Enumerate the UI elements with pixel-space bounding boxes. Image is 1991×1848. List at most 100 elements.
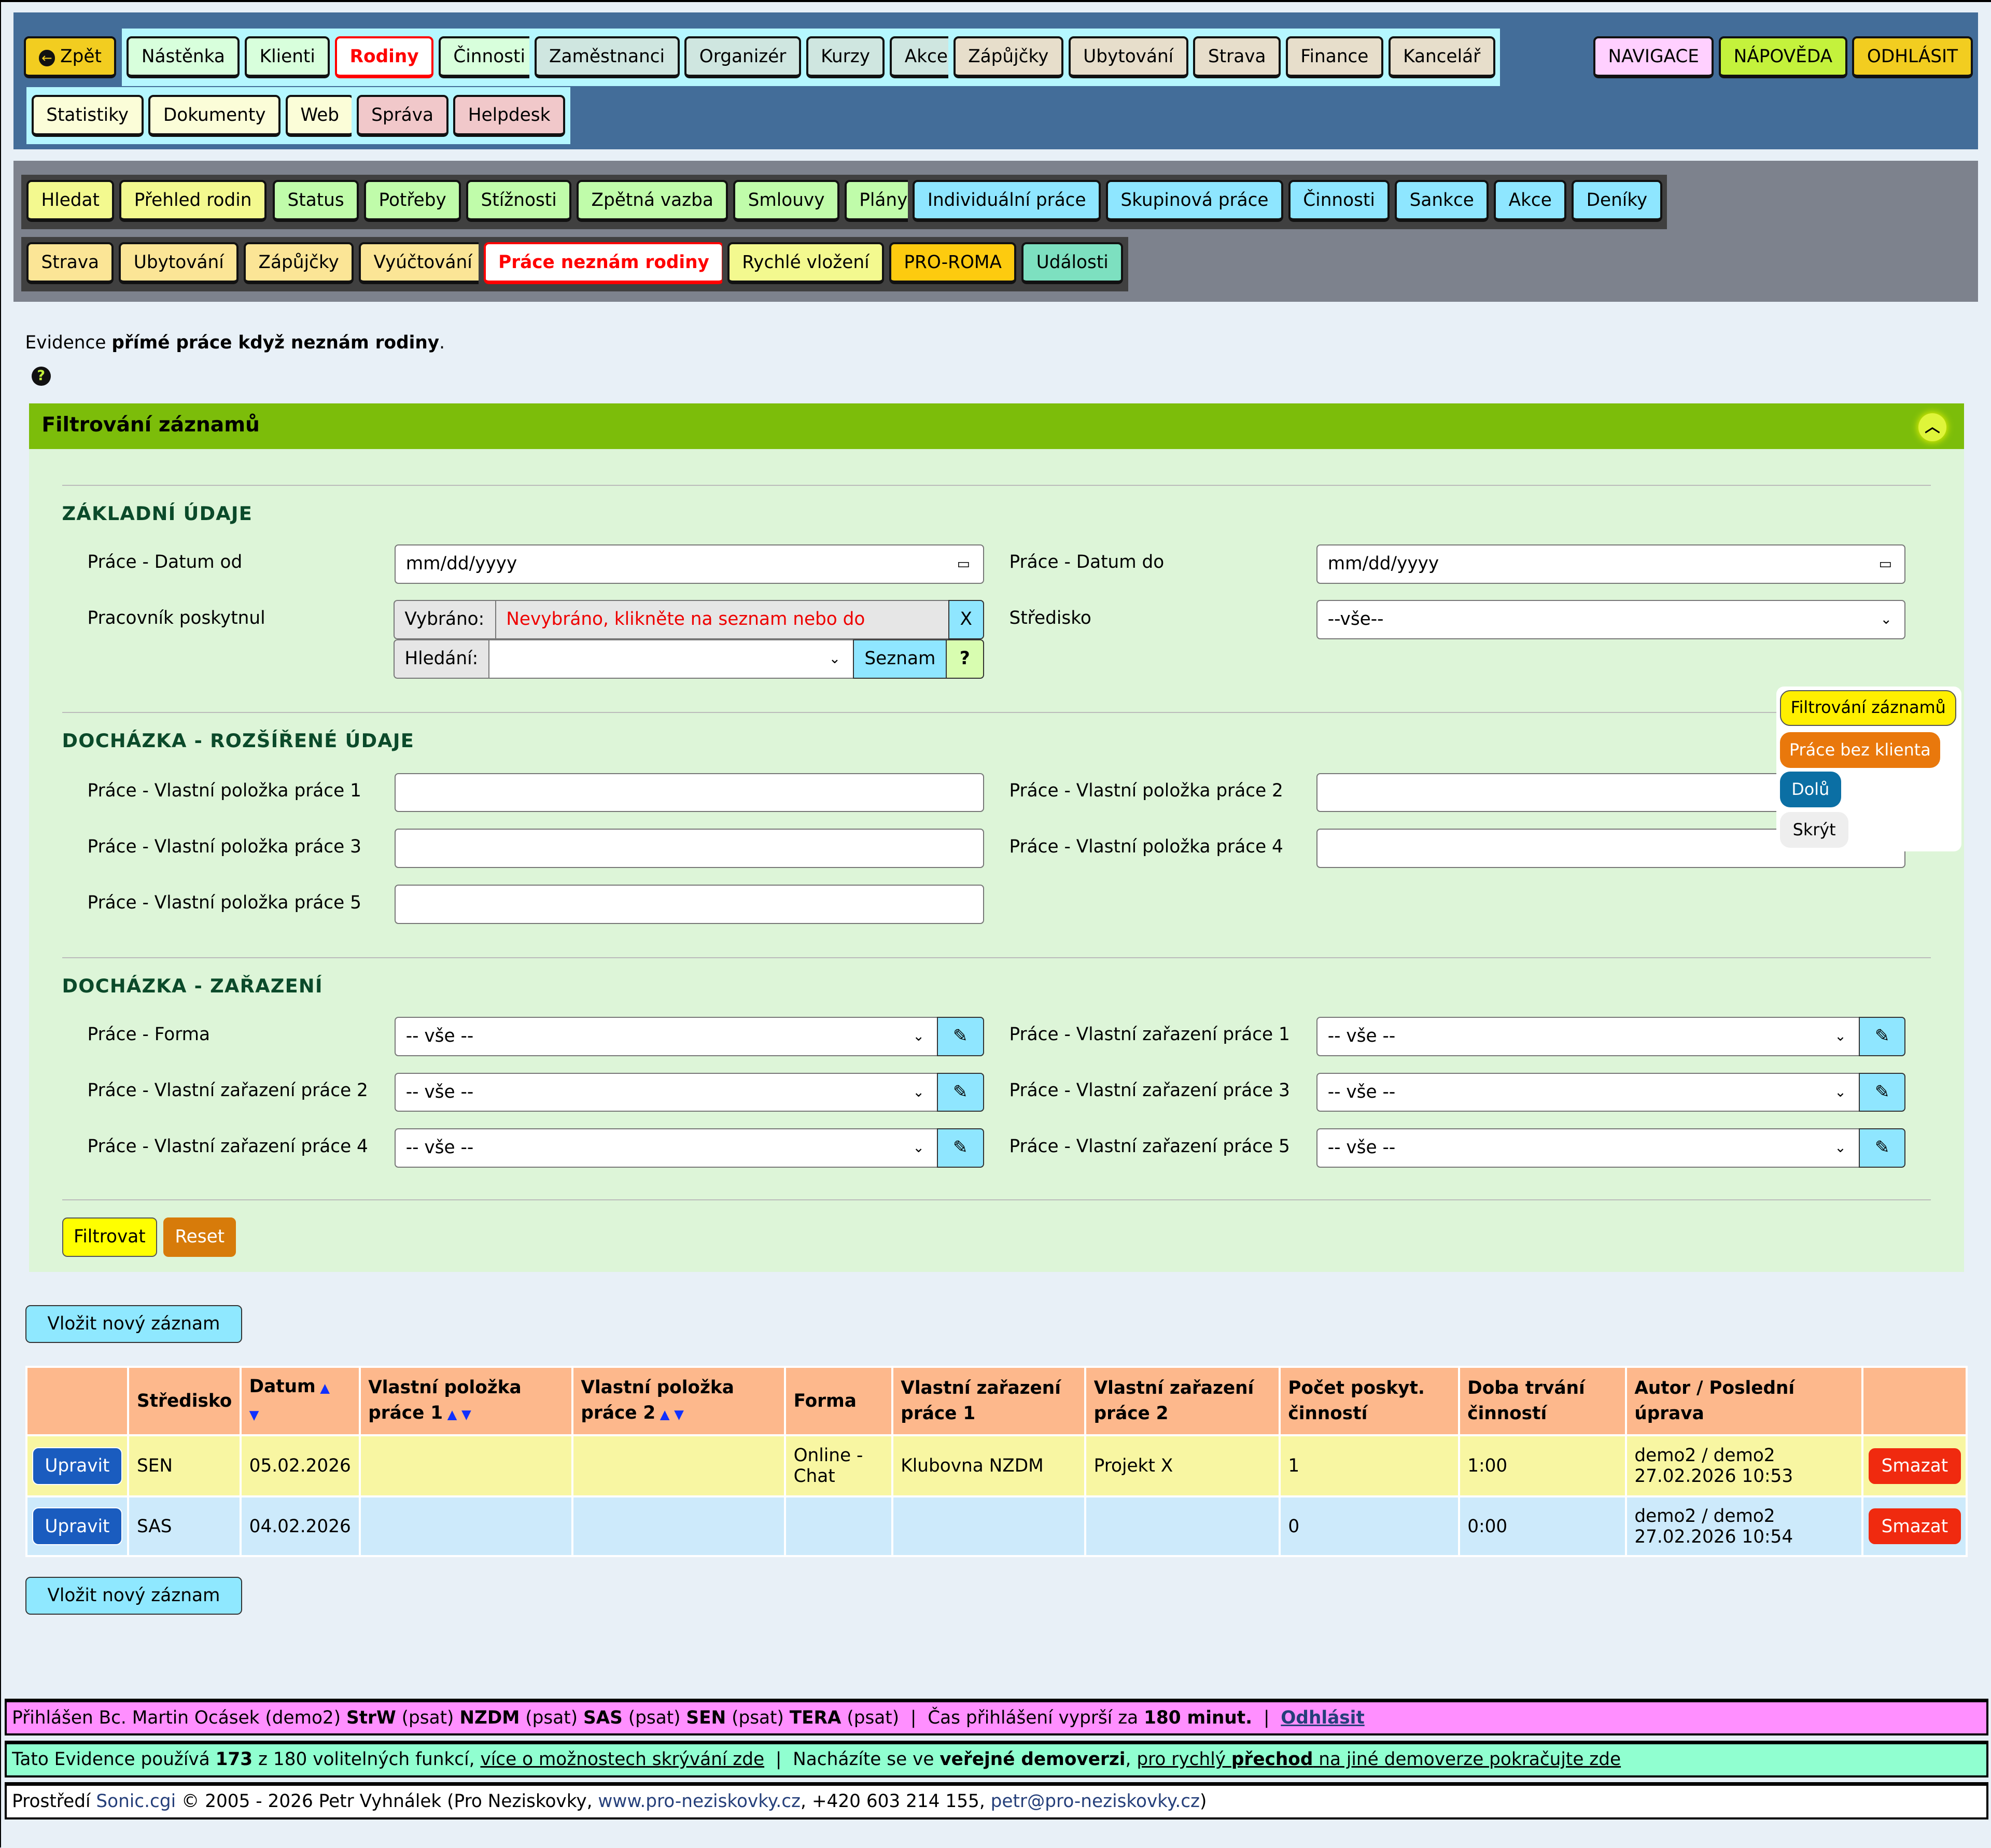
nav-kurzy[interactable]: Kurzy — [806, 36, 885, 78]
subnav-stiznosti[interactable]: Stížnosti — [466, 179, 572, 222]
column-header[interactable]: Vlastní položka práce 1 ▲ ▼ — [358, 1366, 573, 1437]
classification-select-2[interactable]: -- vše -- ⌄ — [395, 1072, 938, 1112]
edit-classification-icon[interactable]: ✎ — [1858, 1072, 1906, 1112]
edit-button[interactable]: Upravit — [32, 1507, 122, 1546]
float-hide-button[interactable]: Skrýt — [1780, 812, 1849, 848]
logout-link[interactable]: Odhlásit — [1281, 1707, 1365, 1728]
subnav-rychle-vlozeni[interactable]: Rychlé vložení — [727, 242, 885, 284]
nav-web[interactable]: Web — [285, 94, 354, 137]
classification-select-4[interactable]: -- vše -- ⌄ — [395, 1128, 938, 1168]
subnav-pro-roma[interactable]: PRO-ROMA — [889, 242, 1017, 284]
nav-dokumenty[interactable]: Dokumenty — [148, 94, 281, 137]
center-select[interactable]: --vše-- ⌄ — [1316, 600, 1906, 640]
subnav-cinnosti[interactable]: Činnosti — [1288, 179, 1390, 222]
table-cell: 0:00 — [1457, 1495, 1627, 1558]
custom-item-input-5[interactable] — [395, 885, 984, 924]
nav-ubytovani[interactable]: Ubytování — [1068, 36, 1188, 78]
subnav-hledat[interactable]: Hledat — [26, 179, 115, 222]
nav-klienti[interactable]: Klienti — [245, 36, 330, 78]
nav-kancelar[interactable]: Kancelář — [1388, 36, 1495, 78]
filter-submit-button[interactable]: Filtrovat — [62, 1217, 158, 1257]
nav-helpdesk[interactable]: Helpdesk — [453, 94, 565, 137]
nav-strava[interactable]: Strava — [1193, 36, 1281, 78]
sort-desc-icon[interactable]: ▼ — [249, 1407, 259, 1423]
nav-zapujcky[interactable]: Zápůjčky — [953, 36, 1063, 78]
demo-switch-link[interactable]: pro rychlý přechod na jiné demoverze pok… — [1137, 1749, 1621, 1770]
nav-nastenka[interactable]: Nástěnka — [127, 36, 240, 78]
float-no-client-button[interactable]: Práce bez klienta — [1780, 732, 1940, 768]
list-button[interactable]: Seznam — [853, 639, 947, 679]
new-record-button[interactable]: Vložit nový záznam — [25, 1305, 243, 1343]
filter-header[interactable]: Filtrování záznamů ︿ — [29, 403, 1965, 450]
nav-napoveda[interactable]: NÁPOVĚDA — [1719, 36, 1847, 78]
nav-statistiky[interactable]: Statistiky — [31, 94, 144, 137]
help-button[interactable]: ? — [946, 639, 984, 679]
filter-reset-button[interactable]: Reset — [163, 1217, 236, 1257]
nav-label: Správa — [371, 104, 434, 125]
date-from-input[interactable]: mm/dd/yyyy ▭ — [395, 544, 984, 584]
new-record-button-bottom[interactable]: Vložit nový záznam — [25, 1576, 243, 1615]
nav-sprava[interactable]: Správa — [356, 94, 448, 137]
nav-finance[interactable]: Finance — [1285, 36, 1383, 78]
clear-worker-button[interactable]: X — [948, 600, 984, 640]
nav-rodiny[interactable]: Rodiny — [335, 36, 434, 78]
delete-button[interactable]: Smazat — [1869, 1448, 1961, 1484]
edit-classification-icon[interactable]: ✎ — [936, 1016, 984, 1056]
date-to-input[interactable]: mm/dd/yyyy ▭ — [1316, 544, 1906, 584]
subnav-group: Hledat Přehled rodin — [21, 175, 272, 230]
custom-item-input-3[interactable] — [395, 829, 984, 869]
nav-zpet[interactable]: ← Zpět — [24, 36, 117, 78]
edit-classification-icon[interactable]: ✎ — [1858, 1128, 1906, 1168]
column-header[interactable]: Vlastní položka práce 2 ▲ ▼ — [571, 1366, 786, 1437]
subnav-zapujcky[interactable]: Zápůjčky — [244, 242, 354, 284]
subnav-smlouvy[interactable]: Smlouvy — [733, 179, 839, 222]
subnav-vyuctovani[interactable]: Vyúčtování — [359, 242, 487, 284]
sort-icons[interactable]: ▲ ▼ — [655, 1406, 684, 1422]
sonic-link[interactable]: Sonic.cgi — [96, 1791, 176, 1812]
subnav-prace-neznam-rodiny[interactable]: Práce neznám rodiny — [483, 242, 724, 284]
edit-button[interactable]: Upravit — [32, 1447, 122, 1485]
subnav-prehled-rodin[interactable]: Přehled rodin — [119, 179, 267, 222]
chevron-down-icon: ⌄ — [1880, 611, 1892, 628]
edit-classification-icon[interactable]: ✎ — [1858, 1016, 1906, 1056]
table-cell: SEN — [127, 1434, 242, 1497]
worker-search-select[interactable]: ⌄ — [488, 639, 854, 679]
edit-classification-icon[interactable]: ✎ — [936, 1072, 984, 1112]
collapse-icon[interactable]: ︿ — [1918, 413, 1946, 442]
custom-item-input-1[interactable] — [395, 773, 984, 813]
float-down-button[interactable]: Dolů — [1780, 772, 1841, 807]
subnav-ubytovani[interactable]: Ubytování — [119, 242, 239, 284]
subnav-deniky[interactable]: Deníky — [1572, 179, 1662, 222]
classification-select-3[interactable]: -- vše -- ⌄ — [1316, 1072, 1860, 1112]
column-header[interactable]: Datum ▲ ▼ — [239, 1366, 361, 1437]
sort-asc-icon[interactable]: ▲ — [315, 1380, 330, 1396]
hiding-info-link[interactable]: více o možnostech skrývání zde — [480, 1749, 765, 1770]
nav-cinnosti[interactable]: Činnosti — [438, 36, 540, 78]
help-icon[interactable]: ? — [31, 366, 51, 386]
float-filter-button[interactable]: Filtrování záznamů — [1780, 690, 1957, 726]
nav-organizer[interactable]: Organizér — [684, 36, 801, 78]
sort-icons[interactable]: ▲ ▼ — [443, 1406, 471, 1422]
calendar-icon[interactable]: ▭ — [1878, 555, 1892, 572]
nav-odhlasit[interactable]: ODHLÁSIT — [1852, 36, 1973, 78]
subnav-udalosti[interactable]: Události — [1021, 242, 1124, 284]
subnav-akce[interactable]: Akce — [1494, 179, 1567, 222]
subnav-zpetna-vazba[interactable]: Zpětná vazba — [577, 179, 728, 222]
delete-button[interactable]: Smazat — [1869, 1508, 1961, 1545]
website-link[interactable]: www.pro-neziskovky.cz — [598, 1791, 801, 1812]
classification-select-5[interactable]: -- vše -- ⌄ — [1316, 1128, 1860, 1168]
classification-select-0[interactable]: -- vše -- ⌄ — [395, 1016, 938, 1056]
subnav-potreby[interactable]: Potřeby — [364, 179, 461, 222]
edit-classification-icon[interactable]: ✎ — [936, 1128, 984, 1168]
calendar-icon[interactable]: ▭ — [957, 555, 971, 572]
subnav-individualni-prace[interactable]: Individuální práce — [913, 179, 1101, 222]
subnav-skupinova-prace[interactable]: Skupinová práce — [1105, 179, 1283, 222]
nav-zamestnanci[interactable]: Zaměstnanci — [534, 36, 680, 78]
classification-select-1[interactable]: -- vše -- ⌄ — [1316, 1016, 1860, 1056]
email-link[interactable]: petr@pro-neziskovky.cz — [990, 1791, 1200, 1812]
subnav-strava[interactable]: Strava — [26, 242, 114, 284]
subnav-status[interactable]: Status — [273, 179, 359, 222]
arrow-left-circle-icon: ← — [38, 50, 55, 66]
subnav-sankce[interactable]: Sankce — [1395, 179, 1489, 222]
nav-navigace[interactable]: NAVIGACE — [1593, 36, 1714, 78]
